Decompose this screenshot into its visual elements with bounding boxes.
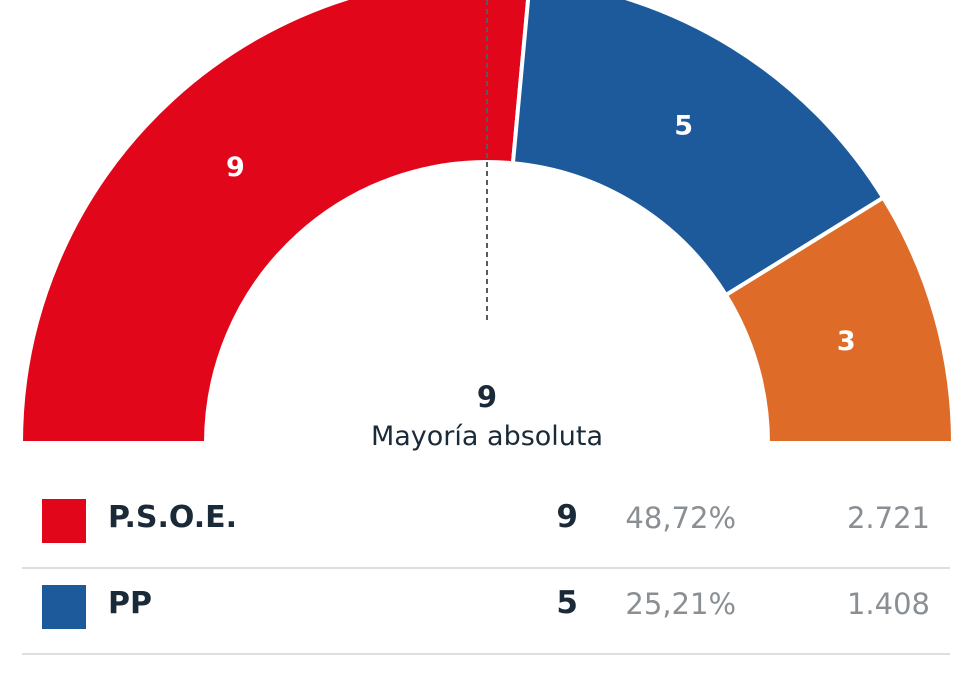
seat-arc-0 xyxy=(18,0,531,445)
seat-arcs xyxy=(18,0,956,445)
party-name: P.S.O.E. xyxy=(108,500,238,535)
party-percent: 48,72% xyxy=(625,501,736,535)
seat-count-label: 5 xyxy=(674,110,693,141)
result-row-pp: PP 5 25,21% 1.408 xyxy=(22,567,950,655)
party-percent: 25,21% xyxy=(625,587,736,621)
seat-count-label: 3 xyxy=(837,326,856,357)
seat-arc-2 xyxy=(723,194,956,445)
party-votes: 2.721 xyxy=(846,501,930,535)
seat-count-label: 9 xyxy=(226,152,245,183)
seat-labels: 9 5 3 xyxy=(226,110,856,356)
party-name: PP xyxy=(108,586,152,621)
party-seats: 9 xyxy=(556,499,578,535)
majority-label: Mayoría absoluta xyxy=(371,421,603,452)
result-row-psoe: P.S.O.E. 9 48,72% 2.721 xyxy=(22,481,950,569)
party-color-swatch xyxy=(42,499,86,543)
party-color-swatch xyxy=(42,585,86,629)
seat-arc-1 xyxy=(510,0,886,298)
majority-value: 9 xyxy=(477,380,497,414)
party-votes: 1.408 xyxy=(846,587,930,621)
party-seats: 5 xyxy=(556,585,578,621)
parliament-chart: 9 5 3 9 Mayoría absoluta xyxy=(18,0,956,452)
